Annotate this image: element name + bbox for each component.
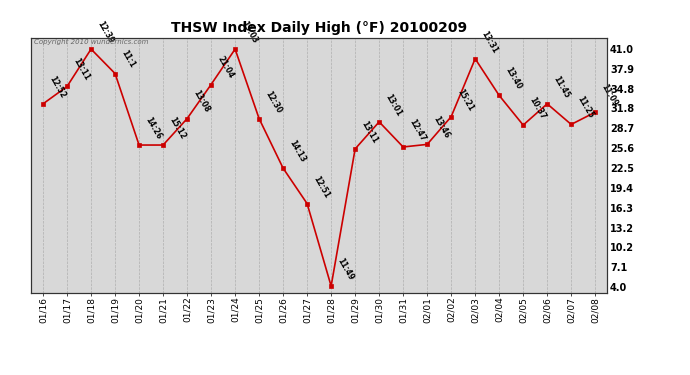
Title: THSW Index Daily High (°F) 20100209: THSW Index Daily High (°F) 20100209 (171, 21, 467, 35)
Text: 21:04: 21:04 (215, 55, 235, 80)
Text: 15:21: 15:21 (455, 87, 475, 112)
Text: 14:13: 14:13 (287, 139, 307, 164)
Text: 12:47: 12:47 (407, 117, 427, 143)
Text: 12:30: 12:30 (264, 89, 283, 114)
Text: 11:45: 11:45 (551, 74, 571, 100)
Text: 13:03: 13:03 (239, 20, 259, 45)
Text: 13:01: 13:01 (384, 92, 403, 118)
Text: 13:11: 13:11 (359, 119, 380, 145)
Text: 11:09: 11:09 (600, 82, 619, 108)
Text: 12:52: 12:52 (47, 74, 67, 100)
Text: 12:39: 12:39 (95, 20, 115, 45)
Text: 15:12: 15:12 (167, 116, 187, 141)
Text: Copyright 2010 wundernics.com: Copyright 2010 wundernics.com (34, 39, 148, 45)
Text: 11:25: 11:25 (575, 95, 595, 120)
Text: 13:31: 13:31 (480, 29, 499, 55)
Text: 13:08: 13:08 (191, 89, 211, 114)
Text: 11:49: 11:49 (335, 256, 355, 282)
Text: 13:46: 13:46 (431, 115, 451, 140)
Text: 10:37: 10:37 (527, 95, 547, 121)
Text: 13:40: 13:40 (503, 66, 523, 91)
Text: 14:26: 14:26 (144, 116, 163, 141)
Text: 12:51: 12:51 (311, 174, 331, 200)
Text: 11:1: 11:1 (119, 48, 137, 69)
Text: 13:11: 13:11 (71, 57, 91, 82)
